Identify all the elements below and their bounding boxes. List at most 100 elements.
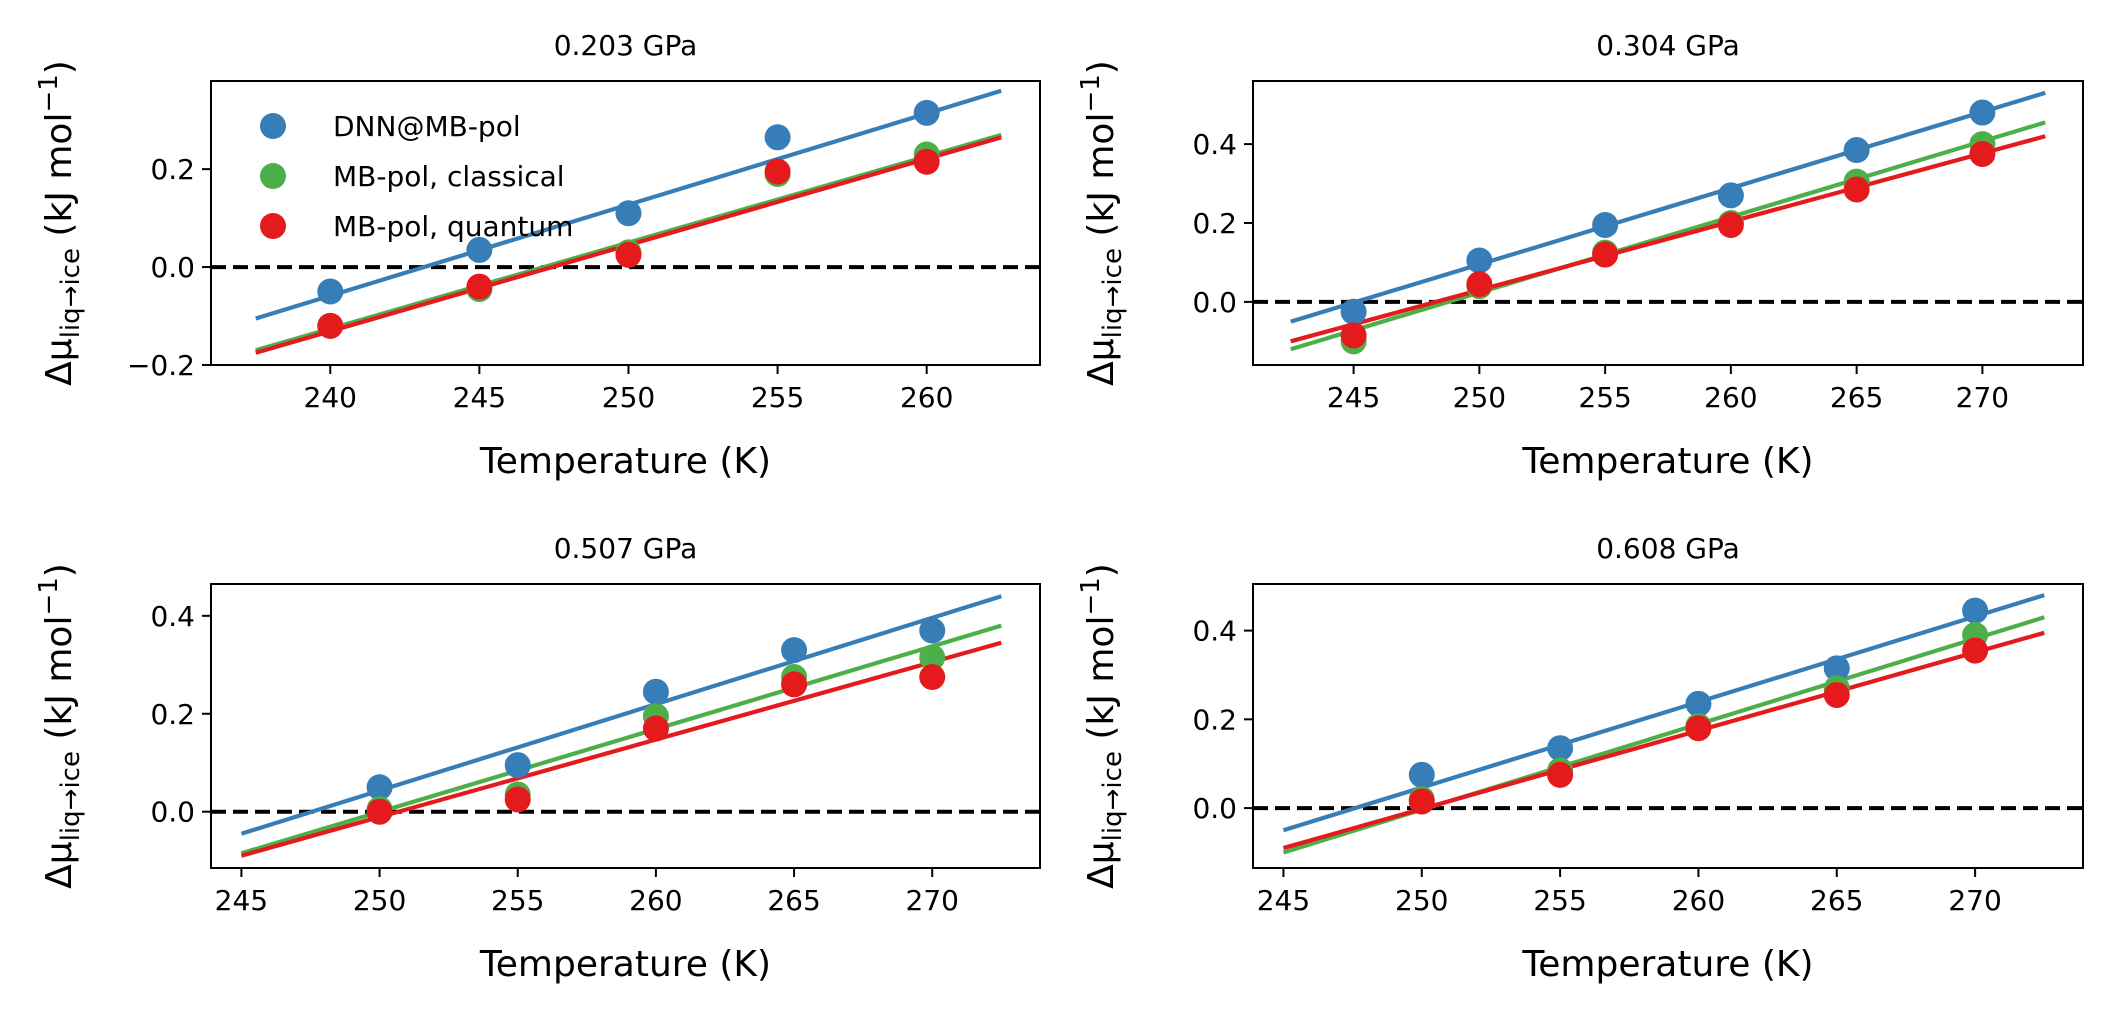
y-axis-label: Δμliq→ice (kJ mol−1) (34, 563, 86, 889)
x-tick-label: 270 (1948, 884, 2001, 917)
chart-title: 0.304 GPa (1596, 29, 1740, 62)
legend: DNN@MB-pol MB-pol, classical MB-pol, quant… (260, 110, 573, 243)
x-tick-label: 245 (453, 381, 506, 414)
data-point-series-1 (913, 99, 940, 126)
data-point-series-1 (504, 752, 531, 779)
fit-line-series-3 (1290, 134, 2046, 344)
y-axis-label: Δμliq→ice (kJ mol−1) (34, 60, 86, 386)
y-tick-label: 0.4 (1192, 615, 1237, 648)
data-point-series-1 (615, 200, 642, 227)
y-tick-label: 0.2 (150, 153, 195, 186)
x-tick-label: 250 (602, 381, 655, 414)
x-tick-label: 250 (353, 884, 406, 917)
x-tick-label: 255 (751, 381, 804, 414)
y-label-units: (kJ mol (1081, 616, 1122, 752)
y-label-units: (kJ mol (39, 616, 80, 752)
y-tick-label: −0.2 (127, 349, 195, 382)
y-label-exponent: −1 (34, 577, 64, 615)
x-tick-label: 240 (304, 381, 357, 414)
data-point-series-1 (1408, 761, 1435, 788)
x-tick-label: 250 (1395, 884, 1448, 917)
data-point-series-2 (919, 644, 946, 671)
x-tick-label: 250 (1453, 381, 1506, 414)
y-label-symbol: Δμ (39, 841, 80, 889)
x-tick-label: 260 (1704, 381, 1757, 414)
chart-panel-3: 245 250 255 260 265 270 0.0 0.2 0.4 0.507 GPa Temp… (34, 532, 1041, 985)
x-tick-label: 265 (1830, 381, 1883, 414)
y-label-close: ) (1081, 563, 1122, 577)
chart-panel-2: 245 250 255 260 265 270 0.0 0.2 0.4 0.304 GPa Temp… (1076, 29, 2084, 482)
data-point-series-3 (764, 158, 791, 185)
data-point-series-3 (919, 664, 946, 691)
x-tick-label: 260 (1672, 884, 1725, 917)
fit-line-series-2 (240, 623, 1002, 856)
data-point-series-3 (1843, 176, 1870, 203)
y-axis-label: Δμliq→ice (kJ mol−1) (1076, 563, 1128, 889)
data-point-series-1 (1340, 298, 1367, 325)
fit-line-series-3 (240, 640, 1002, 858)
data-point-series-1 (1962, 597, 1989, 624)
y-label-subscript: liq→ice (1098, 248, 1128, 338)
data-point-series-1 (1823, 655, 1850, 682)
data-point-series-1 (366, 774, 393, 801)
data-point-series-3 (1962, 637, 1989, 664)
y-tick-label: 0.2 (1192, 703, 1237, 736)
plot-area (211, 88, 1040, 355)
data-point-series-3 (615, 241, 642, 268)
data-point-series-3 (366, 798, 393, 825)
data-point-series-3 (317, 312, 344, 339)
legend-label-series-2: MB-pol, classical (333, 160, 565, 193)
plot-area (1253, 90, 2083, 355)
data-point-series-3 (913, 148, 940, 175)
y-tick-label: 0.4 (150, 600, 195, 633)
data-point-series-1 (781, 637, 808, 664)
y-axis-label: Δμliq→ice (kJ mol−1) (1076, 60, 1128, 386)
y-label-units: (kJ mol (1081, 113, 1122, 249)
data-point-series-1 (466, 236, 493, 263)
y-label-exponent: −1 (34, 74, 64, 112)
data-point-series-3 (642, 715, 669, 742)
x-axis-label: Temperature (K) (479, 441, 771, 482)
x-tick-label: 270 (906, 884, 959, 917)
y-label-symbol: Δμ (1081, 338, 1122, 386)
data-point-series-3 (1685, 715, 1712, 742)
y-tick-label: 0.2 (1192, 207, 1237, 240)
data-point-series-1 (317, 278, 344, 305)
x-tick-label: 245 (1327, 381, 1380, 414)
y-tick-label: 0.0 (150, 251, 195, 284)
data-point-series-1 (1685, 690, 1712, 717)
fit-line-series-3 (1282, 630, 2045, 851)
fit-line-series-1 (1290, 90, 2046, 324)
chart-title: 0.608 GPa (1596, 532, 1740, 565)
legend-marker-series-3 (260, 213, 286, 239)
x-tick-label: 255 (1533, 884, 1586, 917)
y-label-close: ) (39, 563, 80, 577)
y-tick-label: 0.0 (150, 796, 195, 829)
data-point-series-3 (1969, 140, 1996, 167)
legend-marker-series-1 (260, 113, 286, 139)
plot-area (1253, 593, 2083, 855)
data-point-series-3 (1466, 271, 1493, 298)
y-tick-label: 0.4 (1192, 128, 1237, 161)
fit-line-series-2 (1290, 120, 2046, 352)
data-point-series-3 (504, 786, 531, 813)
data-point-series-3 (1823, 681, 1850, 708)
data-point-series-1 (919, 617, 946, 644)
y-tick-label: 0.0 (1192, 792, 1237, 825)
axes-frame (210, 80, 1041, 366)
chart-panel-1: 240 245 250 255 260 −0.2 0.0 0.2 0.203 GPa Temper… (34, 29, 1041, 482)
x-tick-label: 245 (215, 884, 268, 917)
x-tick-label: 255 (491, 884, 544, 917)
data-point-series-3 (466, 273, 493, 300)
axes-frame (210, 583, 1041, 869)
y-label-exponent: −1 (1076, 577, 1106, 615)
data-point-series-1 (1592, 211, 1619, 238)
y-label-close: ) (1081, 60, 1122, 74)
axes-frame (1252, 583, 2084, 869)
data-point-series-1 (1843, 137, 1870, 164)
y-label-subscript: liq→ice (56, 751, 86, 841)
x-tick-label: 260 (629, 884, 682, 917)
plot-area (211, 594, 1040, 858)
fit-line-series-1 (1282, 593, 2045, 833)
